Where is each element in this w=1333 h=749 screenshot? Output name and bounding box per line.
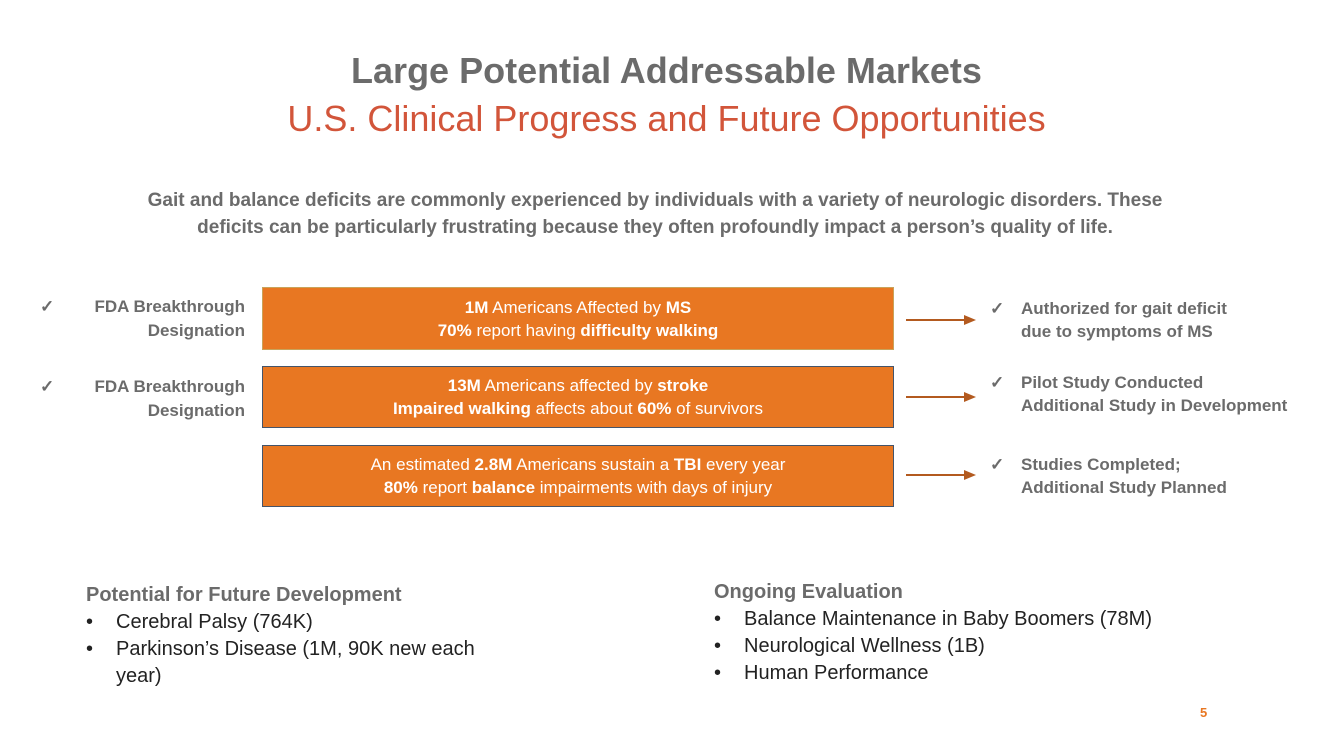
status-line-1: Studies Completed; — [1021, 455, 1181, 474]
list-item: Parkinson’s Disease (1M, 90K new each — [86, 636, 556, 663]
status-line-1: Pilot Study Conducted — [1021, 373, 1204, 392]
check-icon: ✓ — [40, 297, 55, 316]
list-item-continuation: year) — [116, 665, 162, 687]
stroke-market-box: 13M Americans affected by stroke Impaire… — [262, 366, 894, 428]
box-line-1: An estimated 2.8M Americans sustain a TB… — [370, 455, 786, 474]
box-line-2: 70% report having difficulty walking — [437, 320, 719, 340]
future-heading: Potential for Future Development — [86, 584, 402, 606]
intro-line-1: Gait and balance deficits are commonly e… — [147, 190, 1163, 211]
future-development-list: Potential for Future Development Cerebra… — [86, 582, 556, 690]
check-icon: ✓ — [40, 377, 55, 396]
list-item: Balance Maintenance in Baby Boomers (78M… — [714, 606, 1274, 633]
list-item: Human Performance — [714, 660, 1274, 687]
ongoing-heading: Ongoing Evaluation — [714, 581, 903, 603]
status-line-2: Additional Study in Development — [1021, 396, 1288, 415]
check-icon: ✓ — [990, 373, 1005, 392]
intro-paragraph: Gait and balance deficits are commonly e… — [50, 187, 1260, 241]
intro-line-2: deficits can be particularly frustrating… — [197, 217, 1113, 238]
box-line-2: 80% report balance impairments with days… — [383, 478, 773, 497]
designation-line-1: FDA Breakthrough — [94, 297, 246, 316]
status-line-2: Additional Study Planned — [1021, 478, 1227, 497]
arrow-right-icon — [906, 392, 976, 402]
list-item: Cerebral Palsy (764K) — [86, 609, 556, 636]
check-icon: ✓ — [990, 299, 1005, 318]
arrow-right-icon — [906, 315, 976, 325]
box-line-1: 1M Americans Affected by MS — [464, 297, 692, 317]
designation-line-1: FDA Breakthrough — [94, 377, 246, 396]
page-number: 5 — [1200, 705, 1208, 720]
check-icon: ✓ — [990, 455, 1005, 474]
status-line-1: Authorized for gait deficit — [1021, 299, 1227, 318]
box-line-2: Impaired walking affects about 60% of su… — [392, 399, 764, 418]
ms-market-box: 1M Americans Affected by MS 70% report h… — [262, 287, 894, 350]
status-line-2: due to symptoms of MS — [1021, 322, 1213, 341]
list-item: Neurological Wellness (1B) — [714, 633, 1274, 660]
designation-line-2: Designation — [147, 401, 245, 420]
designation-line-2: Designation — [147, 321, 245, 340]
slide-subtitle: U.S. Clinical Progress and Future Opport… — [287, 98, 1046, 139]
tbi-market-box: An estimated 2.8M Americans sustain a TB… — [262, 445, 894, 507]
ongoing-evaluation-list: Ongoing Evaluation Balance Maintenance i… — [714, 579, 1274, 687]
box-line-1: 13M Americans affected by stroke — [447, 376, 709, 395]
arrow-right-icon — [906, 470, 976, 480]
slide-title: Large Potential Addressable Markets — [351, 50, 982, 91]
